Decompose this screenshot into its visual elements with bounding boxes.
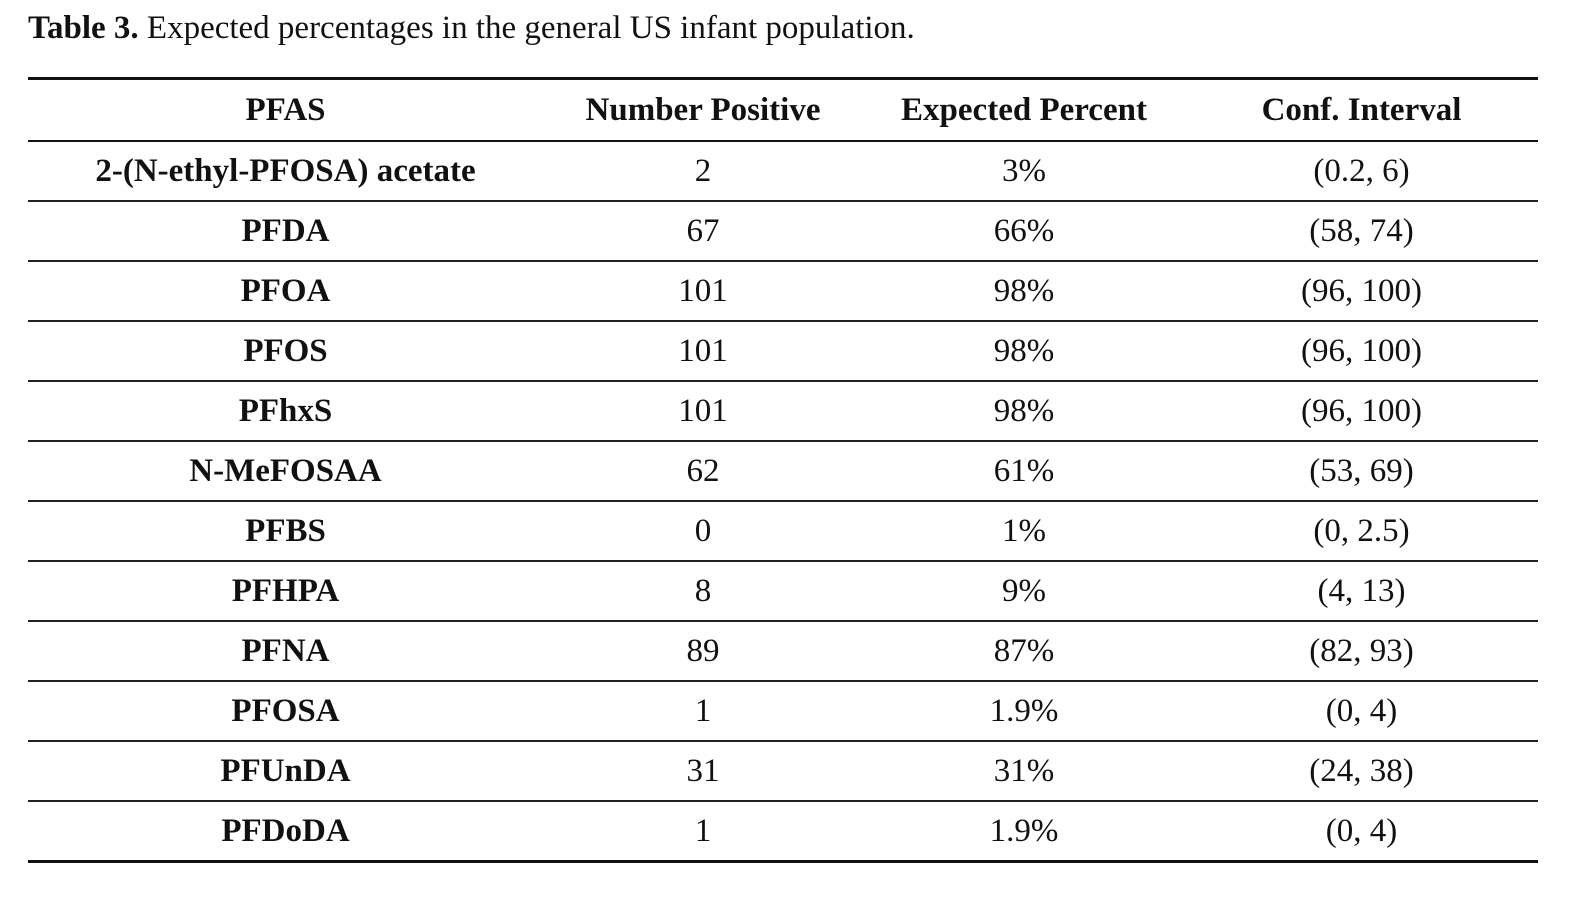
pfas-cell: PFBS bbox=[245, 512, 326, 549]
number-positive-cell: 62 bbox=[686, 452, 720, 489]
conf-interval-cell: (0.2, 6) bbox=[1313, 152, 1410, 189]
conf-interval-cell: (96, 100) bbox=[1301, 392, 1422, 429]
table-row: PFDA 67 66% (58, 74) bbox=[28, 201, 1538, 261]
conf-interval-cell: (82, 93) bbox=[1309, 632, 1414, 669]
pfas-cell: PFDoDA bbox=[221, 812, 350, 849]
expected-percent-cell: 1.9% bbox=[989, 812, 1059, 849]
pfas-cell: PFhxS bbox=[238, 392, 333, 429]
pfas-cell: 2-(N-ethyl-PFOSA) acetate bbox=[95, 152, 476, 189]
number-positive-cell: 0 bbox=[694, 512, 712, 549]
table-row: 2-(N-ethyl-PFOSA) acetate 2 3% (0.2, 6) bbox=[28, 141, 1538, 201]
pfas-cell: PFDA bbox=[241, 212, 330, 249]
number-positive-cell: 1 bbox=[694, 692, 712, 729]
conf-interval-cell: (4, 13) bbox=[1317, 572, 1406, 609]
conf-interval-cell: (58, 74) bbox=[1309, 212, 1414, 249]
pfas-cell: PFOS bbox=[243, 332, 328, 369]
expected-percent-cell: 98% bbox=[993, 332, 1055, 369]
column-header-conf-interval: Conf. Interval bbox=[1261, 91, 1462, 128]
expected-percent-cell: 66% bbox=[993, 212, 1055, 249]
expected-percent-cell: 61% bbox=[993, 452, 1055, 489]
column-header-number-positive: Number Positive bbox=[585, 91, 821, 128]
table-row: PFOSA 1 1.9% (0, 4) bbox=[28, 681, 1538, 741]
number-positive-cell: 31 bbox=[686, 752, 720, 789]
table-row: PFBS 0 1% (0, 2.5) bbox=[28, 501, 1538, 561]
number-positive-cell: 101 bbox=[678, 272, 728, 309]
pfas-cell: PFUnDA bbox=[220, 752, 351, 789]
table-row: PFOA 101 98% (96, 100) bbox=[28, 261, 1538, 321]
number-positive-cell: 2 bbox=[694, 152, 712, 189]
conf-interval-cell: (0, 4) bbox=[1325, 812, 1398, 849]
table-row: PFHPA 8 9% (4, 13) bbox=[28, 561, 1538, 621]
pfas-cell: N-MeFOSAA bbox=[189, 452, 382, 489]
table-row: PFNA 89 87% (82, 93) bbox=[28, 621, 1538, 681]
conf-interval-cell: (96, 100) bbox=[1301, 272, 1422, 309]
pfas-cell: PFOSA bbox=[231, 692, 340, 729]
table-row: PFDoDA 1 1.9% (0, 4) bbox=[28, 801, 1538, 862]
caption-label: Table 3. bbox=[28, 10, 139, 46]
number-positive-cell: 101 bbox=[678, 392, 728, 429]
table-body: 2-(N-ethyl-PFOSA) acetate 2 3% (0.2, 6) … bbox=[28, 141, 1538, 862]
expected-percent-cell: 31% bbox=[993, 752, 1055, 789]
header-row: PFAS Number Positive Expected Percent Co… bbox=[28, 78, 1538, 141]
conf-interval-cell: (0, 4) bbox=[1325, 692, 1398, 729]
expected-percent-cell: 1.9% bbox=[989, 692, 1059, 729]
number-positive-cell: 89 bbox=[686, 632, 720, 669]
pfas-table: PFAS Number Positive Expected Percent Co… bbox=[28, 77, 1538, 863]
pfas-cell: PFOA bbox=[240, 272, 331, 309]
number-positive-cell: 8 bbox=[694, 572, 712, 609]
expected-percent-cell: 3% bbox=[1002, 152, 1046, 189]
number-positive-cell: 67 bbox=[686, 212, 720, 249]
expected-percent-cell: 87% bbox=[993, 632, 1055, 669]
expected-percent-cell: 1% bbox=[1002, 512, 1046, 549]
number-positive-cell: 1 bbox=[694, 812, 712, 849]
conf-interval-cell: (0, 2.5) bbox=[1313, 512, 1410, 549]
pfas-cell: PFHPA bbox=[231, 572, 340, 609]
table-row: PFUnDA 31 31% (24, 38) bbox=[28, 741, 1538, 801]
table-header: PFAS Number Positive Expected Percent Co… bbox=[28, 78, 1538, 141]
expected-percent-cell: 98% bbox=[993, 392, 1055, 429]
column-header-pfas: PFAS bbox=[245, 91, 326, 128]
number-positive-cell: 101 bbox=[678, 332, 728, 369]
conf-interval-cell: (24, 38) bbox=[1309, 752, 1414, 789]
table-caption: Table 3. Expected percentages in the gen… bbox=[28, 6, 915, 50]
conf-interval-cell: (53, 69) bbox=[1309, 452, 1414, 489]
pfas-cell: PFNA bbox=[241, 632, 330, 669]
table-row: N-MeFOSAA 62 61% (53, 69) bbox=[28, 441, 1538, 501]
caption-text: Expected percentages in the general US i… bbox=[138, 10, 915, 46]
conf-interval-cell: (96, 100) bbox=[1301, 332, 1422, 369]
expected-percent-cell: 98% bbox=[993, 272, 1055, 309]
data-table-container: PFAS Number Positive Expected Percent Co… bbox=[28, 77, 1538, 863]
table-row: PFhxS 101 98% (96, 100) bbox=[28, 381, 1538, 441]
expected-percent-cell: 9% bbox=[1002, 572, 1046, 609]
table-row: PFOS 101 98% (96, 100) bbox=[28, 321, 1538, 381]
column-header-expected-percent: Expected Percent bbox=[901, 91, 1147, 128]
